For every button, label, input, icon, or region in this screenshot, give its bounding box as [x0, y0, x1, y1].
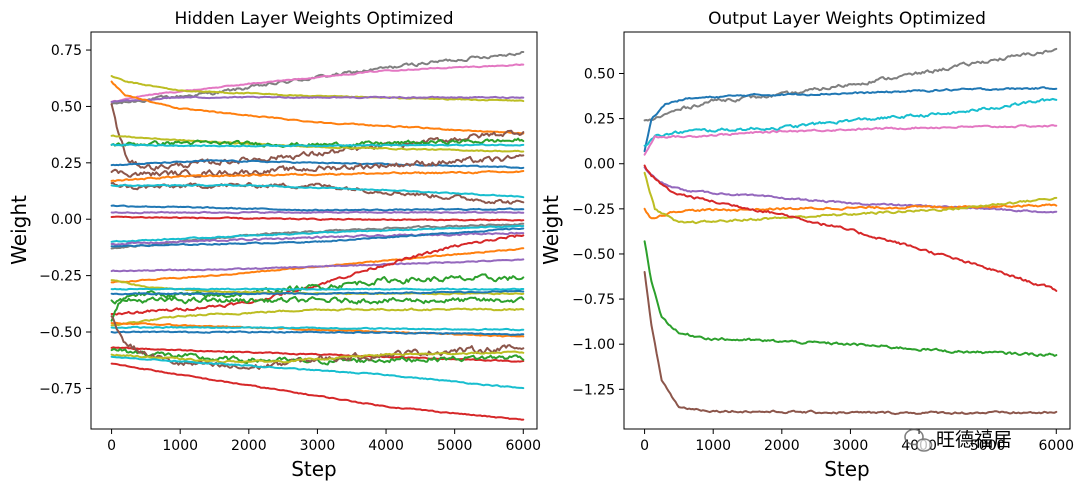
- series-line-39: [110, 362, 525, 421]
- series-line-1: [110, 51, 525, 106]
- series-line-31: [110, 321, 525, 338]
- series-line-16: [110, 210, 525, 215]
- series-line-8: [110, 137, 525, 148]
- series-line-19: [110, 224, 525, 243]
- chart-title: Hidden Layer Weights Optimized: [174, 9, 453, 29]
- series-line-38: [110, 355, 525, 390]
- series-line-12: [110, 170, 525, 183]
- y-tick-label: 0.50: [51, 99, 82, 115]
- y-tick-label: −1.00: [572, 337, 615, 353]
- y-tick-label: −1.25: [572, 382, 615, 398]
- series-line-5: [643, 166, 1058, 214]
- series-line-6: [110, 103, 525, 172]
- wechat-icon: [904, 428, 933, 452]
- output-layer-chart: Output Layer Weights Optimized Weight St…: [539, 9, 1074, 481]
- x-tick-label: 1000: [695, 438, 731, 454]
- series-line-8: [643, 164, 1058, 292]
- chart-title: Output Layer Weights Optimized: [708, 9, 986, 29]
- series-line-2: [643, 86, 1058, 153]
- series-lines: [643, 47, 1058, 416]
- series-line-10: [110, 159, 525, 170]
- series-line-33: [110, 330, 525, 336]
- plot-frame: [90, 31, 538, 430]
- hidden-layer-chart: Hidden Layer Weights Optimized Weight St…: [7, 9, 541, 481]
- series-line-3: [643, 97, 1058, 147]
- series-line-23: [110, 258, 525, 273]
- y-tick-label: −0.25: [572, 202, 615, 218]
- series-line-4: [643, 124, 1058, 156]
- x-axis-label: Step: [824, 457, 870, 481]
- series-line-11: [110, 154, 525, 178]
- y-tick-label: 0.50: [584, 67, 615, 83]
- series-line-6: [643, 203, 1058, 220]
- y-axis-label: Weight: [7, 195, 31, 265]
- series-line-30: [110, 307, 525, 327]
- x-tick-label: 5000: [970, 438, 1006, 454]
- x-tick-label: 0: [640, 438, 649, 454]
- series-line-9: [110, 143, 525, 148]
- x-tick-label: 3000: [300, 438, 336, 454]
- x-tick-label: 1000: [162, 438, 198, 454]
- series-line-15: [110, 204, 525, 212]
- series-line-37: [110, 350, 525, 364]
- series-line-2: [110, 63, 525, 103]
- axis-ticks: 0100020003000400050006000−1.25−1.00−0.75…: [572, 67, 1074, 454]
- y-tick-label: −0.50: [572, 247, 615, 263]
- series-line-32: [110, 325, 525, 332]
- y-tick-label: −0.50: [39, 325, 82, 341]
- axis-ticks: 0 1000 2000 3000 4000 5000 6000 −0.75 −0.50 −0.25…: [39, 43, 541, 454]
- series-line-10: [643, 271, 1058, 416]
- series-line-17: [110, 215, 525, 222]
- series-line-21: [110, 227, 525, 248]
- series-line-1: [643, 47, 1058, 122]
- x-tick-label: 0: [107, 438, 116, 454]
- y-axis-label: Weight: [539, 195, 563, 265]
- x-tick-label: 3000: [833, 438, 869, 454]
- series-line-20: [110, 231, 525, 246]
- x-tick-label: 6000: [1038, 438, 1074, 454]
- series-line-24: [110, 234, 525, 316]
- series-line-3: [110, 75, 525, 103]
- x-axis-label: Step: [291, 457, 337, 481]
- plot-frame: [623, 31, 1071, 430]
- series-line-27: [110, 287, 525, 291]
- series-line-9: [643, 240, 1058, 358]
- y-tick-label: 0.00: [51, 212, 82, 228]
- y-tick-label: −0.25: [39, 269, 82, 285]
- watermark: 旺德福居: [904, 428, 1012, 452]
- y-tick-label: −0.75: [572, 292, 615, 308]
- x-tick-label: 6000: [505, 438, 541, 454]
- series-line-7: [643, 171, 1058, 225]
- y-tick-label: 0.75: [51, 43, 82, 59]
- x-tick-label: 2000: [231, 438, 267, 454]
- x-tick-label: 4000: [368, 438, 404, 454]
- series-line-4: [110, 95, 525, 103]
- x-tick-label: 2000: [764, 438, 800, 454]
- series-line-14: [110, 183, 525, 199]
- x-tick-label: 5000: [437, 438, 473, 454]
- series-line-28: [110, 289, 525, 296]
- series-line-5: [110, 80, 525, 135]
- series-line-13: [110, 181, 525, 205]
- y-tick-label: 0.00: [584, 157, 615, 173]
- series-line-29: [110, 295, 525, 305]
- y-tick-label: 0.25: [584, 112, 615, 128]
- series-lines: [110, 51, 525, 421]
- y-tick-label: 0.25: [51, 156, 82, 172]
- y-tick-label: −0.75: [39, 381, 82, 397]
- watermark-text: 旺德福居: [936, 429, 1012, 451]
